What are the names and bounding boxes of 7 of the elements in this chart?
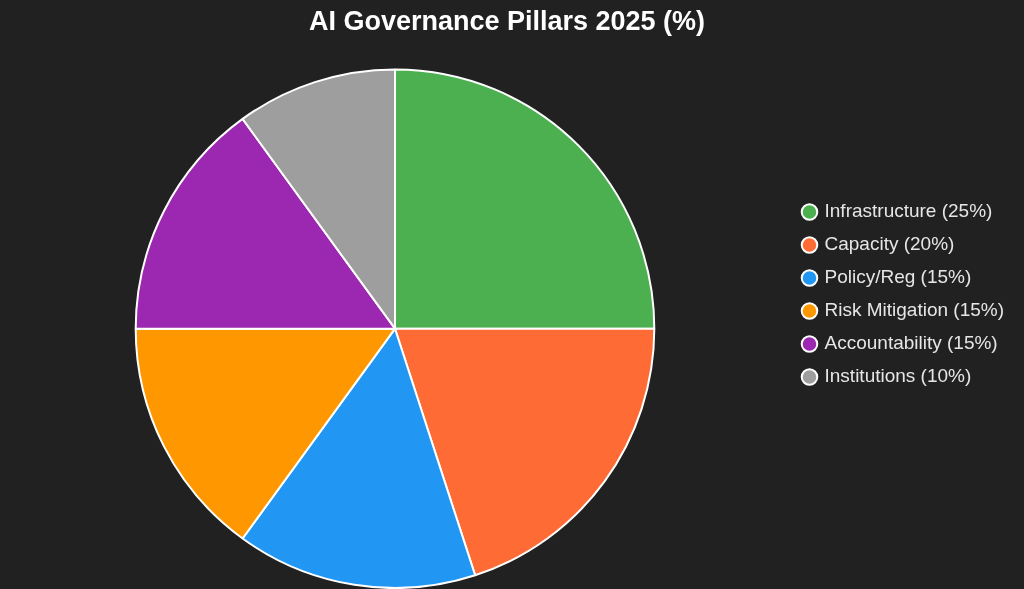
- legend-label: Infrastructure (25%): [824, 200, 993, 222]
- chart-title: AI Governance Pillars 2025 (%): [308, 5, 706, 36]
- legend-label: Risk Mitigation (15%): [824, 299, 1004, 321]
- legend-label: Institutions (10%): [824, 365, 972, 387]
- legend-label: Capacity (20%): [824, 233, 955, 255]
- legend-label: Policy/Reg (15%): [824, 266, 972, 288]
- legend-label: Accountability (15%): [824, 332, 998, 354]
